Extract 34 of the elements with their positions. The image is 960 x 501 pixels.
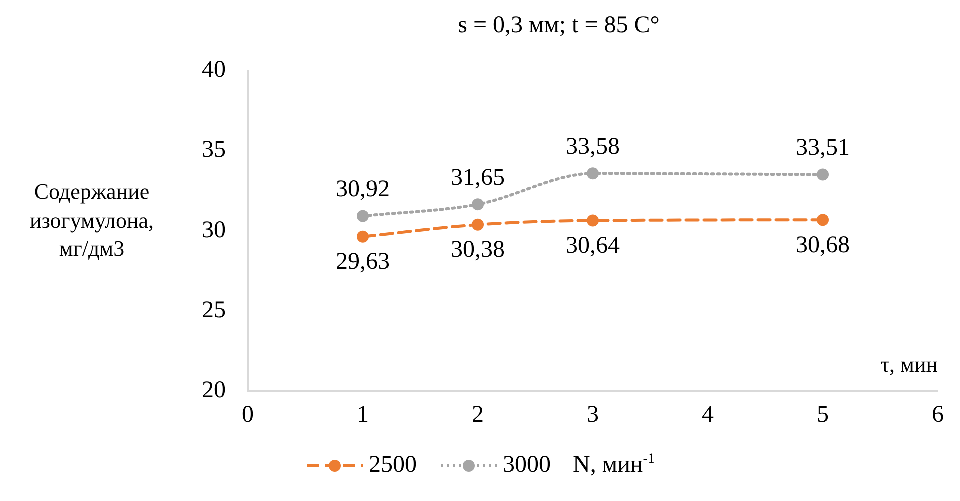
point: [587, 168, 599, 180]
point: [817, 214, 829, 226]
legend-label: 2500: [369, 452, 418, 479]
point: [817, 168, 829, 181]
data-label: 30,92: [336, 176, 390, 203]
chart-title: s = 0,3 мм; t = 85 С°: [458, 12, 660, 39]
data-label: 31,65: [451, 164, 505, 191]
legend-label: 3000: [503, 452, 552, 479]
legend-title: N, мин$^{-1}$: [573, 452, 655, 479]
x-tick-label: 2: [472, 402, 484, 428]
point: [357, 210, 369, 222]
data-label: 30,64: [566, 233, 620, 260]
point: [587, 214, 599, 227]
x-tick-label: 0: [242, 402, 254, 428]
x-tick-label: 5: [817, 402, 829, 428]
x-tick-label: 6: [932, 402, 944, 428]
data-label: 33,51: [796, 135, 850, 162]
y-axis-title: Содержание изогумулона, мг/дм3: [28, 178, 156, 264]
y-tick-label: 20: [202, 377, 226, 404]
data-label: 30,68: [796, 232, 850, 258]
y-tick-label: 25: [202, 297, 226, 324]
x-tick-label: 4: [702, 402, 714, 428]
x-tick-label: 1: [357, 402, 369, 428]
point: [472, 218, 484, 231]
y-tick-label: 30: [202, 217, 226, 244]
data-label: 29,63: [336, 249, 390, 276]
point: [472, 198, 484, 211]
y-tick-label: 35: [202, 137, 226, 164]
point: [357, 230, 369, 243]
y-tick-label: 40: [202, 57, 226, 84]
data-label: 30,38: [451, 237, 505, 264]
data-label: 33,58: [566, 134, 620, 160]
x-tick-label: 3: [587, 402, 599, 428]
x-axis-title: τ, мин: [880, 352, 938, 377]
